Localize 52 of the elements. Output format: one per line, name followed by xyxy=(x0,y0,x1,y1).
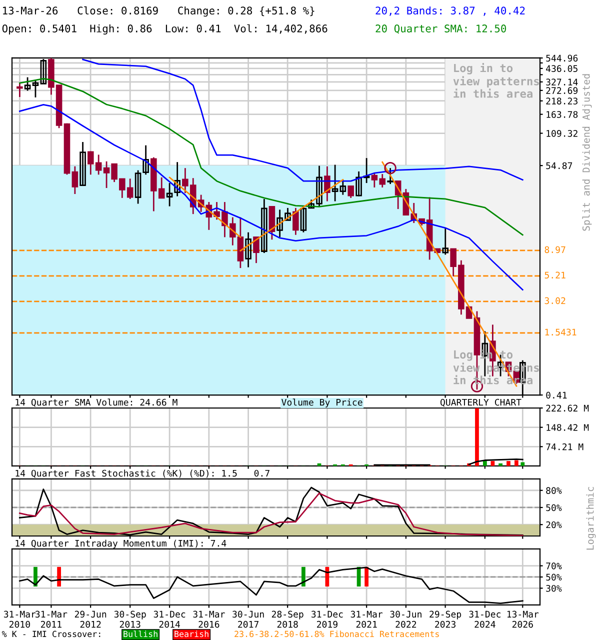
ref-line-label: 5.21 xyxy=(544,272,566,279)
text: % K - IMI Crossover: xyxy=(2,630,100,638)
y-tick-label: 218.23 xyxy=(546,98,578,104)
y-tick-label: 148.42 M xyxy=(546,424,589,431)
x-tick-label: 30-Jun 2017 xyxy=(232,610,264,628)
chart-title: 14 Quarter SMA Volume: 24.66 M xyxy=(16,398,178,407)
chart-subtitle: Open: 0.5401 High: 0.86 Low: 0.41 Vol: 14,402,866 xyxy=(2,24,328,35)
chart-title: 14 Quarter Fast Stochastic (%K) (%D): 1.5 0.7 xyxy=(16,470,270,478)
y-tick-label: 222.62 M xyxy=(546,404,589,412)
x-tick-label: 31-Dec 2019 xyxy=(311,610,343,628)
x-tick-label: 31-Mar 2016 xyxy=(193,610,225,628)
y-tick-label: 54.87 xyxy=(546,162,572,170)
y-tick-label: 80% xyxy=(546,487,562,494)
x-tick-label: 28-Sep 2018 xyxy=(272,610,304,628)
x-tick-label: 30-Sep 2013 xyxy=(114,610,146,628)
y-tick-label: 50% xyxy=(546,574,562,581)
text: 20 Quarter SMA: 12.50 xyxy=(376,24,506,34)
x-tick-label: 13-Mar 2026 xyxy=(507,610,539,628)
y-tick-label: 0.41 xyxy=(546,392,567,399)
y-axis-title: Split and Dividend Adjusted xyxy=(582,74,592,231)
y-tick-label: 50% xyxy=(546,504,562,512)
text: Bullish xyxy=(124,630,158,638)
ref-line-label: 8.97 xyxy=(544,246,566,254)
x-tick-label: 29-Jun 2012 xyxy=(74,610,106,628)
ref-line-label: 3.02 xyxy=(544,297,566,304)
y-tick-label: 20% xyxy=(546,521,562,528)
x-tick-label: 31-Mar 2021 xyxy=(350,610,383,628)
y-tick-label: 544.96 xyxy=(546,54,578,62)
annotation: Log in to view patterns in this area xyxy=(453,63,539,98)
text: QUARTERLY CHART xyxy=(440,398,522,407)
y-tick-label: 70% xyxy=(546,562,562,570)
x-tick-label: 31-Dec 2014 xyxy=(154,610,186,628)
y-tick-label: 30% xyxy=(546,584,562,592)
x-tick-label: 31-Mar 2011 xyxy=(35,610,68,628)
x-tick-label: 31-Dec 2024 xyxy=(469,610,500,628)
y-tick-label: 436.05 xyxy=(546,65,578,72)
ref-line-label: 1.5431 xyxy=(545,328,576,336)
x-tick-label: 31-Mar 2010 xyxy=(4,610,36,628)
chart-title: 13-Mar-26 Close: 0.8169 Change: 0.28 {+51.8 %} xyxy=(3,6,314,17)
y-tick-label: 272.69 xyxy=(546,87,578,94)
chart-title: 14 Quarter Intraday Momentum (IMI): 7.4 xyxy=(16,540,226,548)
text: Volume By Price xyxy=(282,398,362,408)
x-tick-label: 30-Jun 2022 xyxy=(390,610,422,628)
y-tick-label: 74.21 M xyxy=(546,443,584,450)
text: 23.6-38.2-50-61.8% Fibonacci Retracements xyxy=(234,630,439,638)
y-tick-label: 163.78 xyxy=(546,111,578,118)
x-tick-label: 29-Sep 2023 xyxy=(430,610,462,628)
y-tick-label: 109.32 xyxy=(546,130,578,137)
y-tick-label: 327.14 xyxy=(546,78,578,86)
text: 20,2 Bands: 3.87 , 40.42 xyxy=(376,6,525,16)
text: Bearish xyxy=(174,630,208,638)
text: Logarithmic xyxy=(586,487,596,550)
